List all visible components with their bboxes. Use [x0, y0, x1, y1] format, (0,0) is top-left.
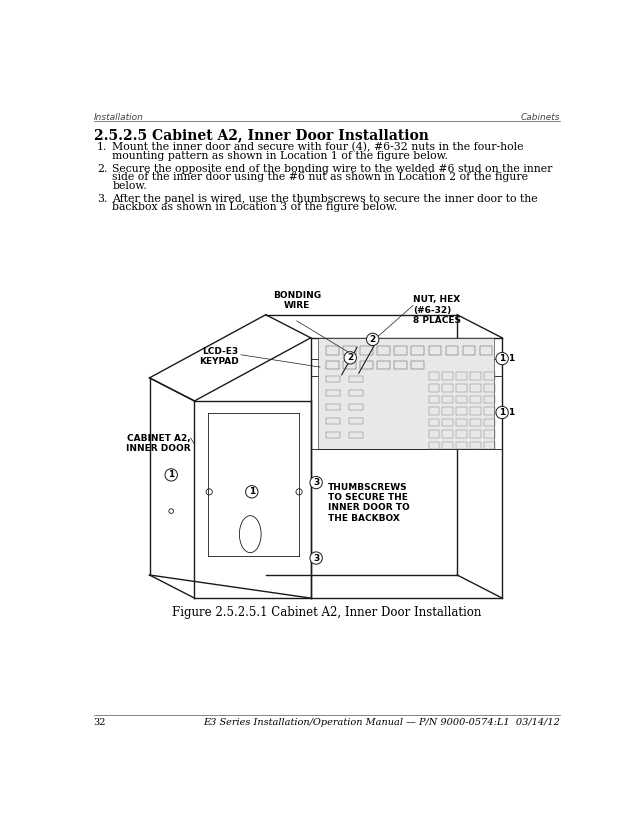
Text: 2: 2	[347, 354, 353, 363]
Text: After the panel is wired, use the thumbscrews to secure the inner door to the: After the panel is wired, use the thumbs…	[112, 194, 538, 204]
Polygon shape	[318, 338, 494, 449]
Text: 1: 1	[499, 354, 505, 363]
Text: E3 Series Installation/Operation Manual — P/N 9000-0574:L1  03/14/12: E3 Series Installation/Operation Manual …	[204, 718, 560, 727]
Text: 32: 32	[94, 718, 106, 727]
Text: BONDING
WIRE: BONDING WIRE	[272, 291, 321, 310]
Circle shape	[496, 406, 508, 419]
Text: side of the inner door using the #6 nut as shown in Location 2 of the figure: side of the inner door using the #6 nut …	[112, 173, 528, 183]
Text: THUMBSCREWS
TO SECURE THE
INNER DOOR TO
THE BACKBOX: THUMBSCREWS TO SECURE THE INNER DOOR TO …	[328, 482, 410, 523]
Text: backbox as shown in Location 3 of the figure below.: backbox as shown in Location 3 of the fi…	[112, 202, 397, 212]
Text: below.: below.	[112, 181, 147, 191]
Text: 1: 1	[249, 487, 255, 496]
Text: Secure the opposite end of the bonding wire to the welded #6 stud on the inner: Secure the opposite end of the bonding w…	[112, 164, 553, 173]
Text: Mount the inner door and secure with four (4), #6-32 nuts in the four-hole: Mount the inner door and secure with fou…	[112, 142, 524, 153]
Text: 3: 3	[313, 553, 319, 563]
Text: 3: 3	[313, 478, 319, 487]
Circle shape	[496, 353, 508, 365]
Circle shape	[366, 333, 379, 345]
Text: 2.5.2.5 Cabinet A2, Inner Door Installation: 2.5.2.5 Cabinet A2, Inner Door Installat…	[94, 128, 429, 142]
Text: Figure 2.5.2.5.1 Cabinet A2, Inner Door Installation: Figure 2.5.2.5.1 Cabinet A2, Inner Door …	[172, 605, 482, 619]
Text: Cabinets: Cabinets	[521, 113, 560, 122]
Text: Installation: Installation	[94, 113, 144, 122]
Text: mounting pattern as shown in Location 1 of the figure below.: mounting pattern as shown in Location 1 …	[112, 150, 449, 161]
Circle shape	[344, 352, 357, 364]
Text: 1: 1	[508, 408, 515, 417]
Text: CABINET A2,
INNER DOOR: CABINET A2, INNER DOOR	[126, 434, 191, 453]
Text: NUT, HEX
(#6-32)
8 PLACES: NUT, HEX (#6-32) 8 PLACES	[413, 296, 461, 325]
Text: LCD-E3
KEYPAD: LCD-E3 KEYPAD	[199, 347, 239, 367]
Text: 1: 1	[168, 470, 174, 479]
Text: 2: 2	[369, 335, 376, 344]
Text: 2.: 2.	[97, 164, 107, 173]
Circle shape	[165, 468, 177, 481]
Text: 3.: 3.	[97, 194, 107, 204]
Circle shape	[246, 486, 258, 498]
Circle shape	[310, 477, 322, 489]
Text: 1: 1	[508, 354, 515, 363]
Circle shape	[310, 552, 322, 564]
Text: 1.: 1.	[97, 142, 107, 152]
Text: 1: 1	[499, 408, 505, 417]
